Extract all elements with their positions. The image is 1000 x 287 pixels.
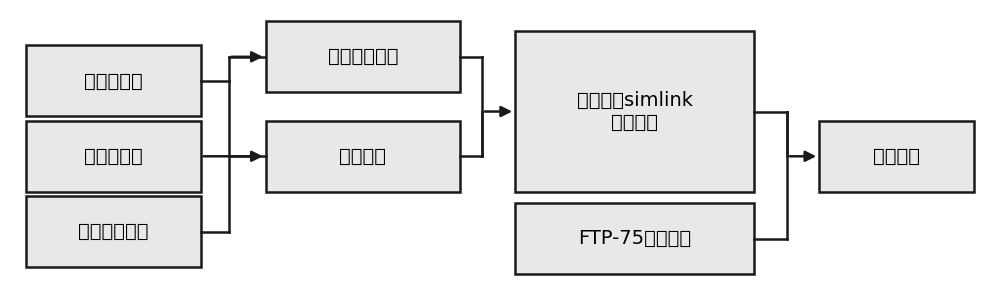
Text: FTP-75工况数据: FTP-75工况数据 bbox=[578, 229, 691, 248]
FancyBboxPatch shape bbox=[26, 121, 201, 192]
FancyBboxPatch shape bbox=[819, 121, 974, 192]
FancyBboxPatch shape bbox=[515, 203, 754, 274]
Text: 仿真优化: 仿真优化 bbox=[873, 147, 920, 166]
FancyBboxPatch shape bbox=[266, 21, 460, 92]
Text: 控制策略: 控制策略 bbox=[339, 147, 386, 166]
FancyBboxPatch shape bbox=[26, 45, 201, 117]
FancyBboxPatch shape bbox=[515, 31, 754, 192]
FancyBboxPatch shape bbox=[266, 121, 460, 192]
Text: 逻辑门限控制: 逻辑门限控制 bbox=[78, 222, 149, 241]
Text: 充电期望值: 充电期望值 bbox=[84, 71, 143, 90]
Text: 复合电源系统: 复合电源系统 bbox=[328, 47, 398, 66]
FancyBboxPatch shape bbox=[26, 196, 201, 267]
Text: 放电期望值: 放电期望值 bbox=[84, 147, 143, 166]
Text: 复合电源simlink
系统模型: 复合电源simlink 系统模型 bbox=[577, 91, 693, 132]
